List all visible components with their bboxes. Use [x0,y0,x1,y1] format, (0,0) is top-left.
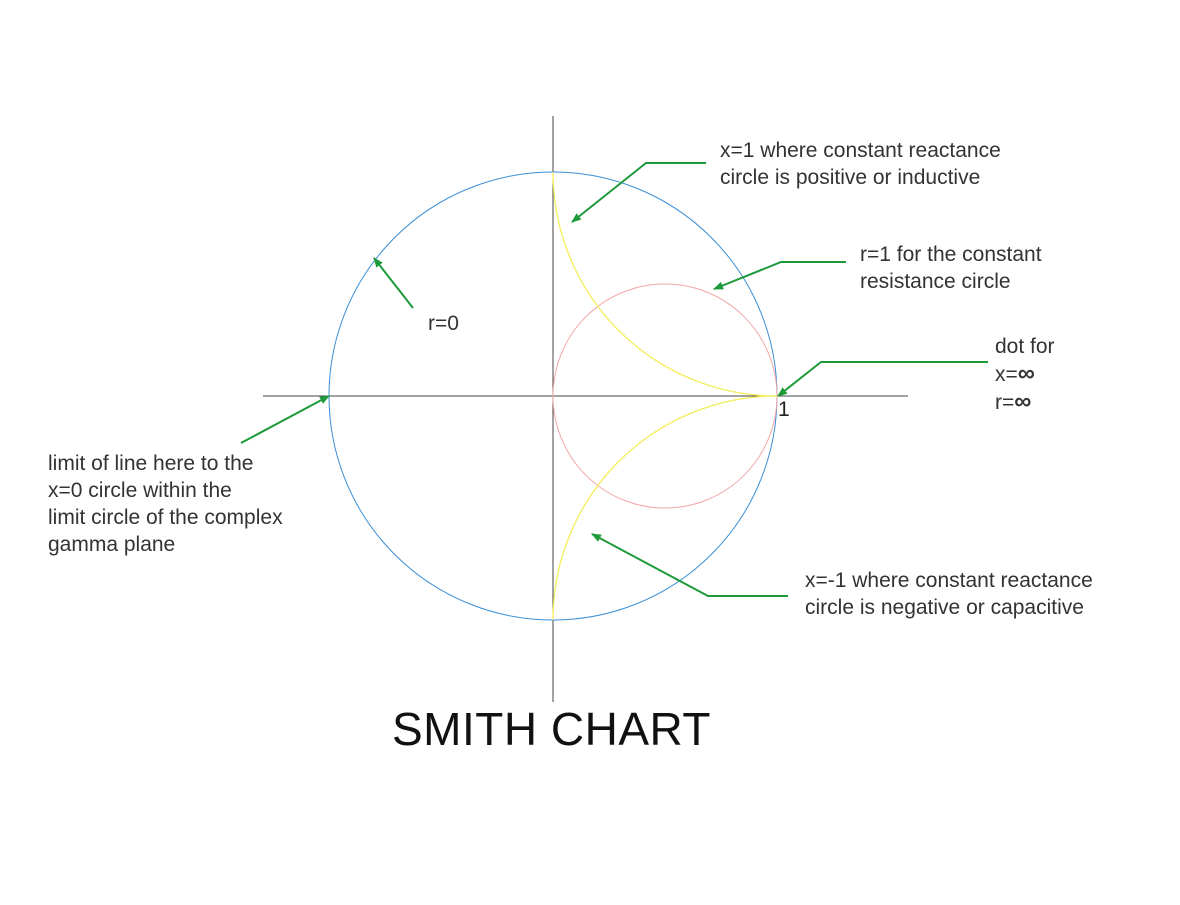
label-limit-line4: gamma plane [48,533,176,556]
infinity-symbol-r: ∞ [1014,388,1032,415]
label-r-one-line1: r=1 for the constant [860,243,1042,266]
label-x-negative-line2: circle is negative or capacitive [805,596,1084,619]
label-dot-x: x= [995,363,1018,386]
arrow-dot [777,361,988,397]
label-dot-line1: dot for [995,335,1055,358]
arrow-x-positive [571,162,706,223]
label-x-positive-line1: x=1 where constant reactance [720,139,1001,162]
arrow-limit [240,395,330,444]
label-x-positive: x=1 where constant reactance circle is p… [720,137,1001,191]
arrow-r-one [713,261,846,290]
label-limit-line3: limit circle of the complex [48,506,283,529]
infinity-symbol-x: ∞ [1017,360,1035,387]
label-r-one-line2: resistance circle [860,270,1011,293]
label-r-zero: r=0 [428,312,459,335]
label-limit: limit of line here to the x=0 circle wit… [48,450,283,558]
label-dot: dot for x=∞ r=∞ [995,333,1055,416]
tick-label-one: 1 [778,398,790,421]
label-x-negative-line1: x=-1 where constant reactance [805,569,1093,592]
label-x-positive-line2: circle is positive or inductive [720,166,981,189]
reactance-arc-x-positive [552,171,778,397]
label-dot-line3: r=∞ [995,388,1055,416]
arrow-r-zero [373,257,414,309]
label-limit-line2: x=0 circle within the [48,479,232,502]
arrow-x-negative [591,533,788,597]
label-r-one: r=1 for the constant resistance circle [860,241,1042,295]
reactance-arc-x-negative [552,395,778,621]
chart-title: SMITH CHART [392,703,711,755]
label-limit-line1: limit of line here to the [48,452,254,475]
label-dot-line2: x=∞ [995,360,1055,388]
label-dot-r: r= [995,391,1015,414]
label-x-negative: x=-1 where constant reactance circle is … [805,567,1093,621]
